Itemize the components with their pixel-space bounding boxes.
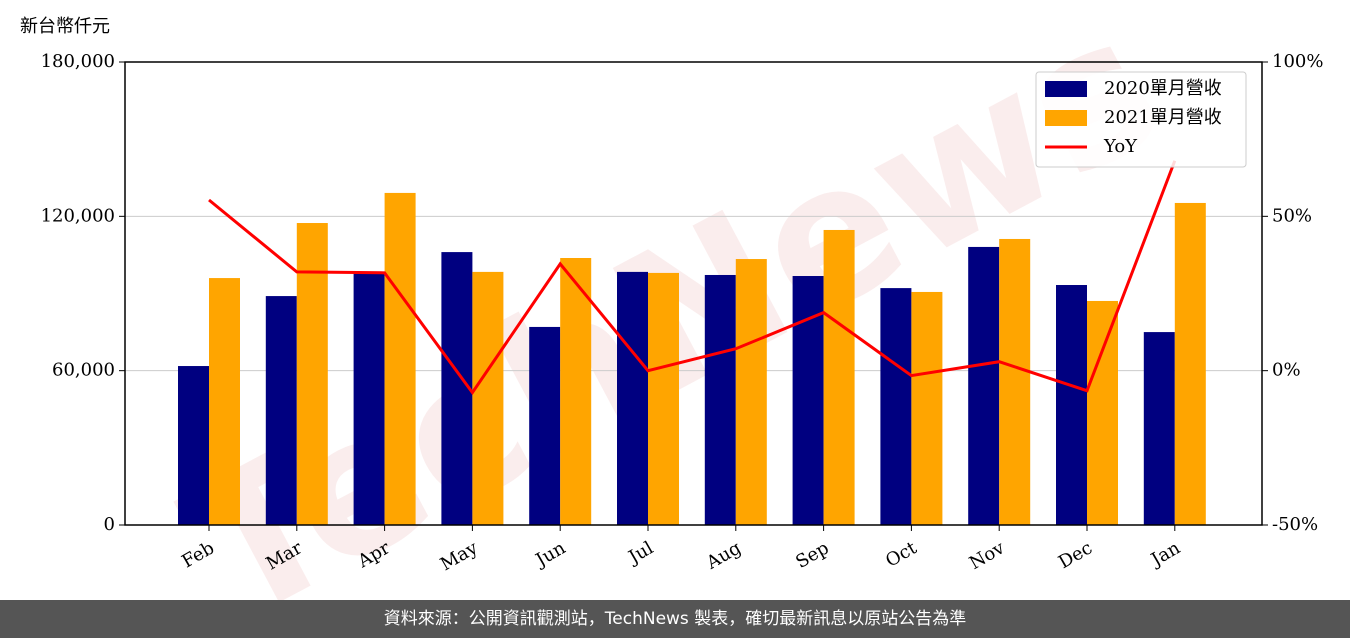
y-tick-label: 0	[104, 514, 115, 535]
bar	[999, 238, 1031, 526]
y2-tick-label: 100%	[1272, 51, 1323, 72]
bar	[735, 259, 767, 525]
bar	[1056, 285, 1087, 525]
bar	[209, 278, 240, 525]
bar	[353, 272, 385, 525]
x-tick-label: Jul	[623, 537, 657, 569]
x-tick-label: Jan	[1146, 537, 1184, 571]
y2-tick-label: -50%	[1272, 514, 1318, 535]
bar	[617, 271, 648, 525]
bar	[178, 366, 209, 525]
legend-swatch	[1045, 81, 1087, 97]
bar	[648, 272, 679, 525]
y2-tick-label: 0%	[1272, 360, 1301, 381]
bar	[441, 252, 473, 525]
bar	[704, 274, 736, 525]
bar	[265, 296, 297, 525]
legend-box	[1035, 71, 1247, 168]
x-tick-label: Jun	[531, 537, 570, 572]
x-tick-label: Sep	[792, 537, 832, 572]
legend-label: 2021單月營收	[1104, 107, 1222, 128]
bar	[296, 223, 328, 525]
y-tick-label: 180,000	[41, 51, 115, 72]
bar	[560, 258, 592, 525]
x-tick-label: Nov	[966, 537, 1009, 574]
bar	[1143, 332, 1175, 525]
y-tick-label: 60,000	[52, 360, 115, 381]
bar	[823, 229, 855, 525]
bar	[529, 326, 561, 525]
source-note: 資料來源：公開資訊觀測站，TechNews 製表，確切最新訊息以原站公告為準	[384, 609, 966, 629]
bar	[911, 291, 943, 525]
legend-label: YoY	[1103, 136, 1138, 157]
bar	[968, 246, 1000, 525]
x-tick-label: Aug	[702, 537, 745, 574]
footer-bar	[0, 600, 1350, 638]
plot-frame	[124, 61, 1263, 526]
unit-label: 新台幣仟元	[20, 16, 110, 37]
bar	[384, 192, 416, 525]
bar	[472, 271, 504, 525]
x-tick-label: Dec	[1055, 537, 1096, 573]
legend-label: 2020單月營收	[1104, 78, 1222, 99]
yoy-line	[208, 160, 1177, 396]
legend-swatch	[1045, 110, 1087, 126]
bar	[880, 288, 912, 525]
x-tick-label: Oct	[882, 537, 921, 572]
bar	[1174, 202, 1206, 526]
y-tick-label: 120,000	[41, 205, 115, 226]
bar	[1087, 300, 1118, 525]
y2-tick-label: 50%	[1272, 205, 1312, 226]
